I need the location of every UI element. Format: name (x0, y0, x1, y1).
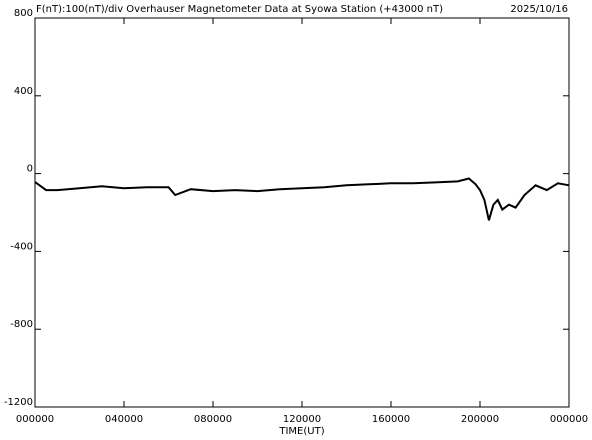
x-axis-label: TIME(UT) (278, 426, 324, 437)
y-tick-label: 0 (27, 164, 33, 175)
y-tick-label: -1200 (4, 397, 33, 408)
y-tick-label: 800 (14, 8, 33, 19)
plot-frame (34, 17, 570, 408)
x-tick-label: 040000 (105, 414, 143, 425)
x-tick-label: 000000 (550, 414, 588, 425)
chart-title: F(nT):100(nT)/div Overhauser Magnetomete… (36, 4, 443, 15)
x-tick-label: 120000 (283, 414, 321, 425)
y-tick-label: 400 (14, 86, 33, 97)
x-tick-label: 160000 (372, 414, 410, 425)
data-line (34, 177, 570, 221)
y-tick-label: -800 (10, 319, 33, 330)
x-tick-label: 200000 (461, 414, 499, 425)
y-tick-label: -400 (10, 241, 33, 252)
x-tick-label: 080000 (194, 414, 232, 425)
chart-date: 2025/10/16 (510, 4, 568, 15)
x-tick-label: 000000 (16, 414, 54, 425)
